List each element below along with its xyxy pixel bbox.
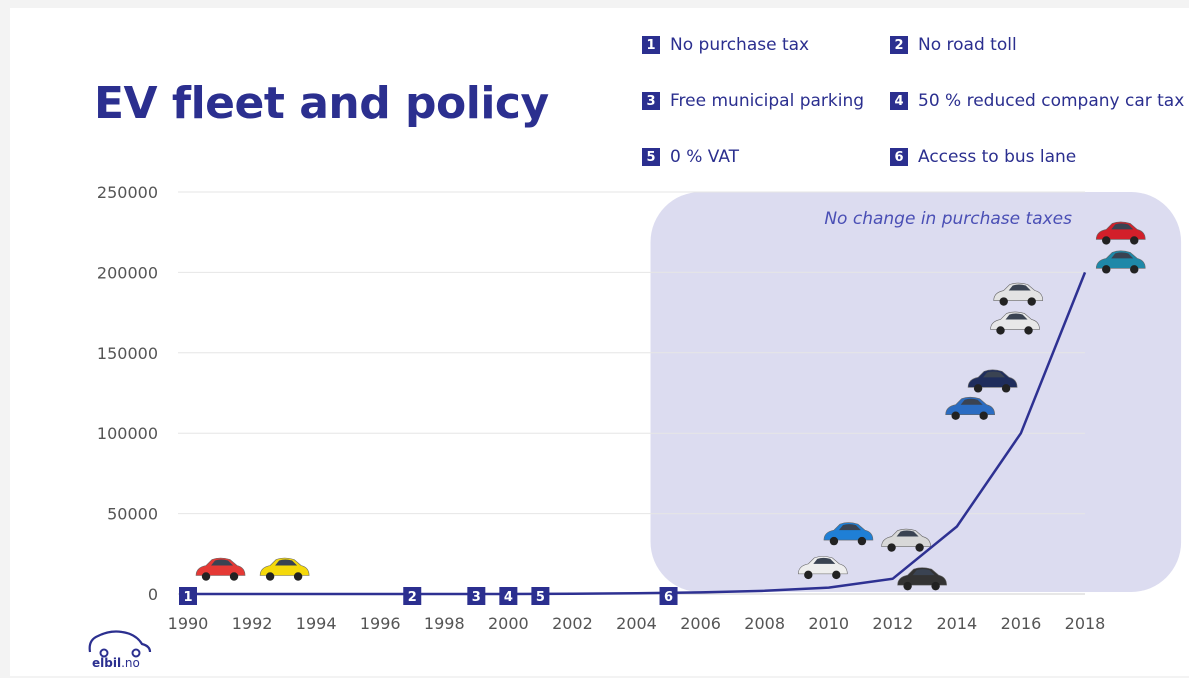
- x-tick-label: 2018: [1065, 614, 1106, 633]
- logo-brand: elbil: [92, 656, 121, 670]
- x-tick-label: 2002: [552, 614, 593, 633]
- x-tick-label: 2004: [616, 614, 657, 633]
- y-tick-label: 250000: [97, 183, 158, 202]
- policy-marker-label-3: 3: [472, 590, 481, 605]
- policy-marker-label-4: 4: [504, 590, 513, 605]
- logo-tld: .no: [121, 656, 140, 670]
- x-tick-label: 1998: [424, 614, 465, 633]
- y-tick-label: 0: [148, 585, 158, 604]
- y-tick-label: 150000: [97, 344, 158, 363]
- policy-marker-label-5: 5: [536, 590, 545, 605]
- x-tick-label: 2006: [680, 614, 721, 633]
- x-tick-label: 1992: [232, 614, 273, 633]
- x-tick-label: 1994: [296, 614, 337, 633]
- y-tick-label: 50000: [107, 505, 158, 524]
- car-outline-icon: [84, 624, 156, 658]
- slide: EV fleet and policy 1 No purchase tax 2 …: [10, 8, 1189, 676]
- policy-marker-label-6: 6: [664, 590, 673, 605]
- policy-marker-label-1: 1: [183, 590, 192, 605]
- x-tick-label: 2014: [936, 614, 977, 633]
- x-tick-label: 1996: [360, 614, 401, 633]
- x-tick-label: 2008: [744, 614, 785, 633]
- x-tick-label: 1990: [168, 614, 209, 633]
- car-icon: [196, 558, 245, 581]
- shaded-region-label: No change in purchase taxes: [824, 209, 1072, 229]
- car-icon: [260, 558, 309, 581]
- x-tick-label: 2000: [488, 614, 529, 633]
- ev-fleet-chart: No change in purchase taxes 0 50000 100000 1…: [10, 8, 1189, 676]
- y-tick-label: 200000: [97, 263, 158, 282]
- logo-text: elbil.no: [92, 656, 140, 670]
- y-tick-label: 100000: [97, 424, 158, 443]
- x-tick-label: 2010: [808, 614, 849, 633]
- elbil-logo: elbil.no: [84, 624, 156, 676]
- x-tick-label: 2012: [872, 614, 913, 633]
- x-tick-label: 2016: [1001, 614, 1042, 633]
- policy-marker-label-2: 2: [408, 590, 417, 605]
